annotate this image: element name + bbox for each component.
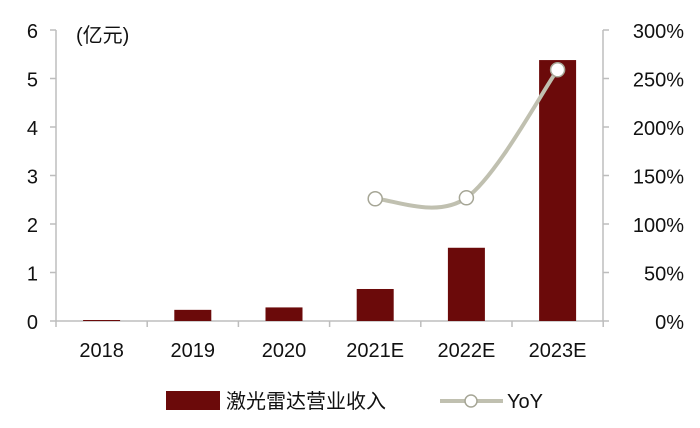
- bar: [265, 307, 303, 321]
- y-right-tick-label: 0%: [655, 312, 684, 334]
- legend: 激光雷达营业收入 YoY: [166, 390, 543, 413]
- yoy-point: [367, 191, 383, 207]
- yoy-point: [549, 62, 566, 78]
- legend-line-label: YoY: [507, 391, 543, 413]
- bar: [356, 288, 394, 321]
- y-right-tick-label: 250%: [633, 70, 684, 92]
- bar-series: [83, 60, 577, 321]
- y-right-tick-label: 100%: [633, 215, 684, 237]
- unit-label: (亿元): [76, 24, 129, 47]
- y-left-tick-label: 2: [27, 215, 38, 237]
- yoy-point: [458, 190, 475, 206]
- line-series: [367, 62, 566, 210]
- x-tick-label: 2018: [79, 340, 124, 362]
- x-tick-label: 2021E: [346, 340, 404, 362]
- y-left-tick-label: 4: [27, 118, 38, 140]
- bar: [83, 320, 121, 321]
- y-left-tick-label: 0: [27, 312, 38, 334]
- y-right-tick-label: 300%: [633, 21, 684, 43]
- legend-bar-swatch: [166, 391, 220, 410]
- y-right-tick-label: 50%: [644, 264, 684, 286]
- y-left-tick-label: 6: [27, 21, 38, 43]
- x-tick-label: 2019: [171, 340, 216, 362]
- x-axis: 2018 2019 2020 2021E 2022E 2023E: [55, 321, 604, 362]
- y-right-tick-label: 200%: [633, 118, 684, 140]
- bar: [447, 247, 485, 321]
- x-tick-label: 2023E: [529, 340, 587, 362]
- x-tick-label: 2022E: [437, 340, 495, 362]
- y-right-axis: 0% 50% 100% 150% 200% 250% 300%: [603, 21, 684, 334]
- y-left-tick-label: 5: [27, 70, 38, 92]
- bar: [174, 309, 212, 321]
- y-left-axis: 0 1 2 3 4 5 6: [27, 21, 56, 334]
- bar: [539, 60, 577, 321]
- y-right-tick-label: 150%: [633, 167, 684, 189]
- y-left-tick-label: 3: [27, 167, 38, 189]
- legend-bar-label: 激光雷达营业收入: [226, 390, 386, 413]
- x-tick-label: 2020: [262, 340, 307, 362]
- y-left-tick-label: 1: [27, 264, 38, 286]
- legend-line-marker: [464, 394, 478, 408]
- yoy-line: [375, 68, 560, 210]
